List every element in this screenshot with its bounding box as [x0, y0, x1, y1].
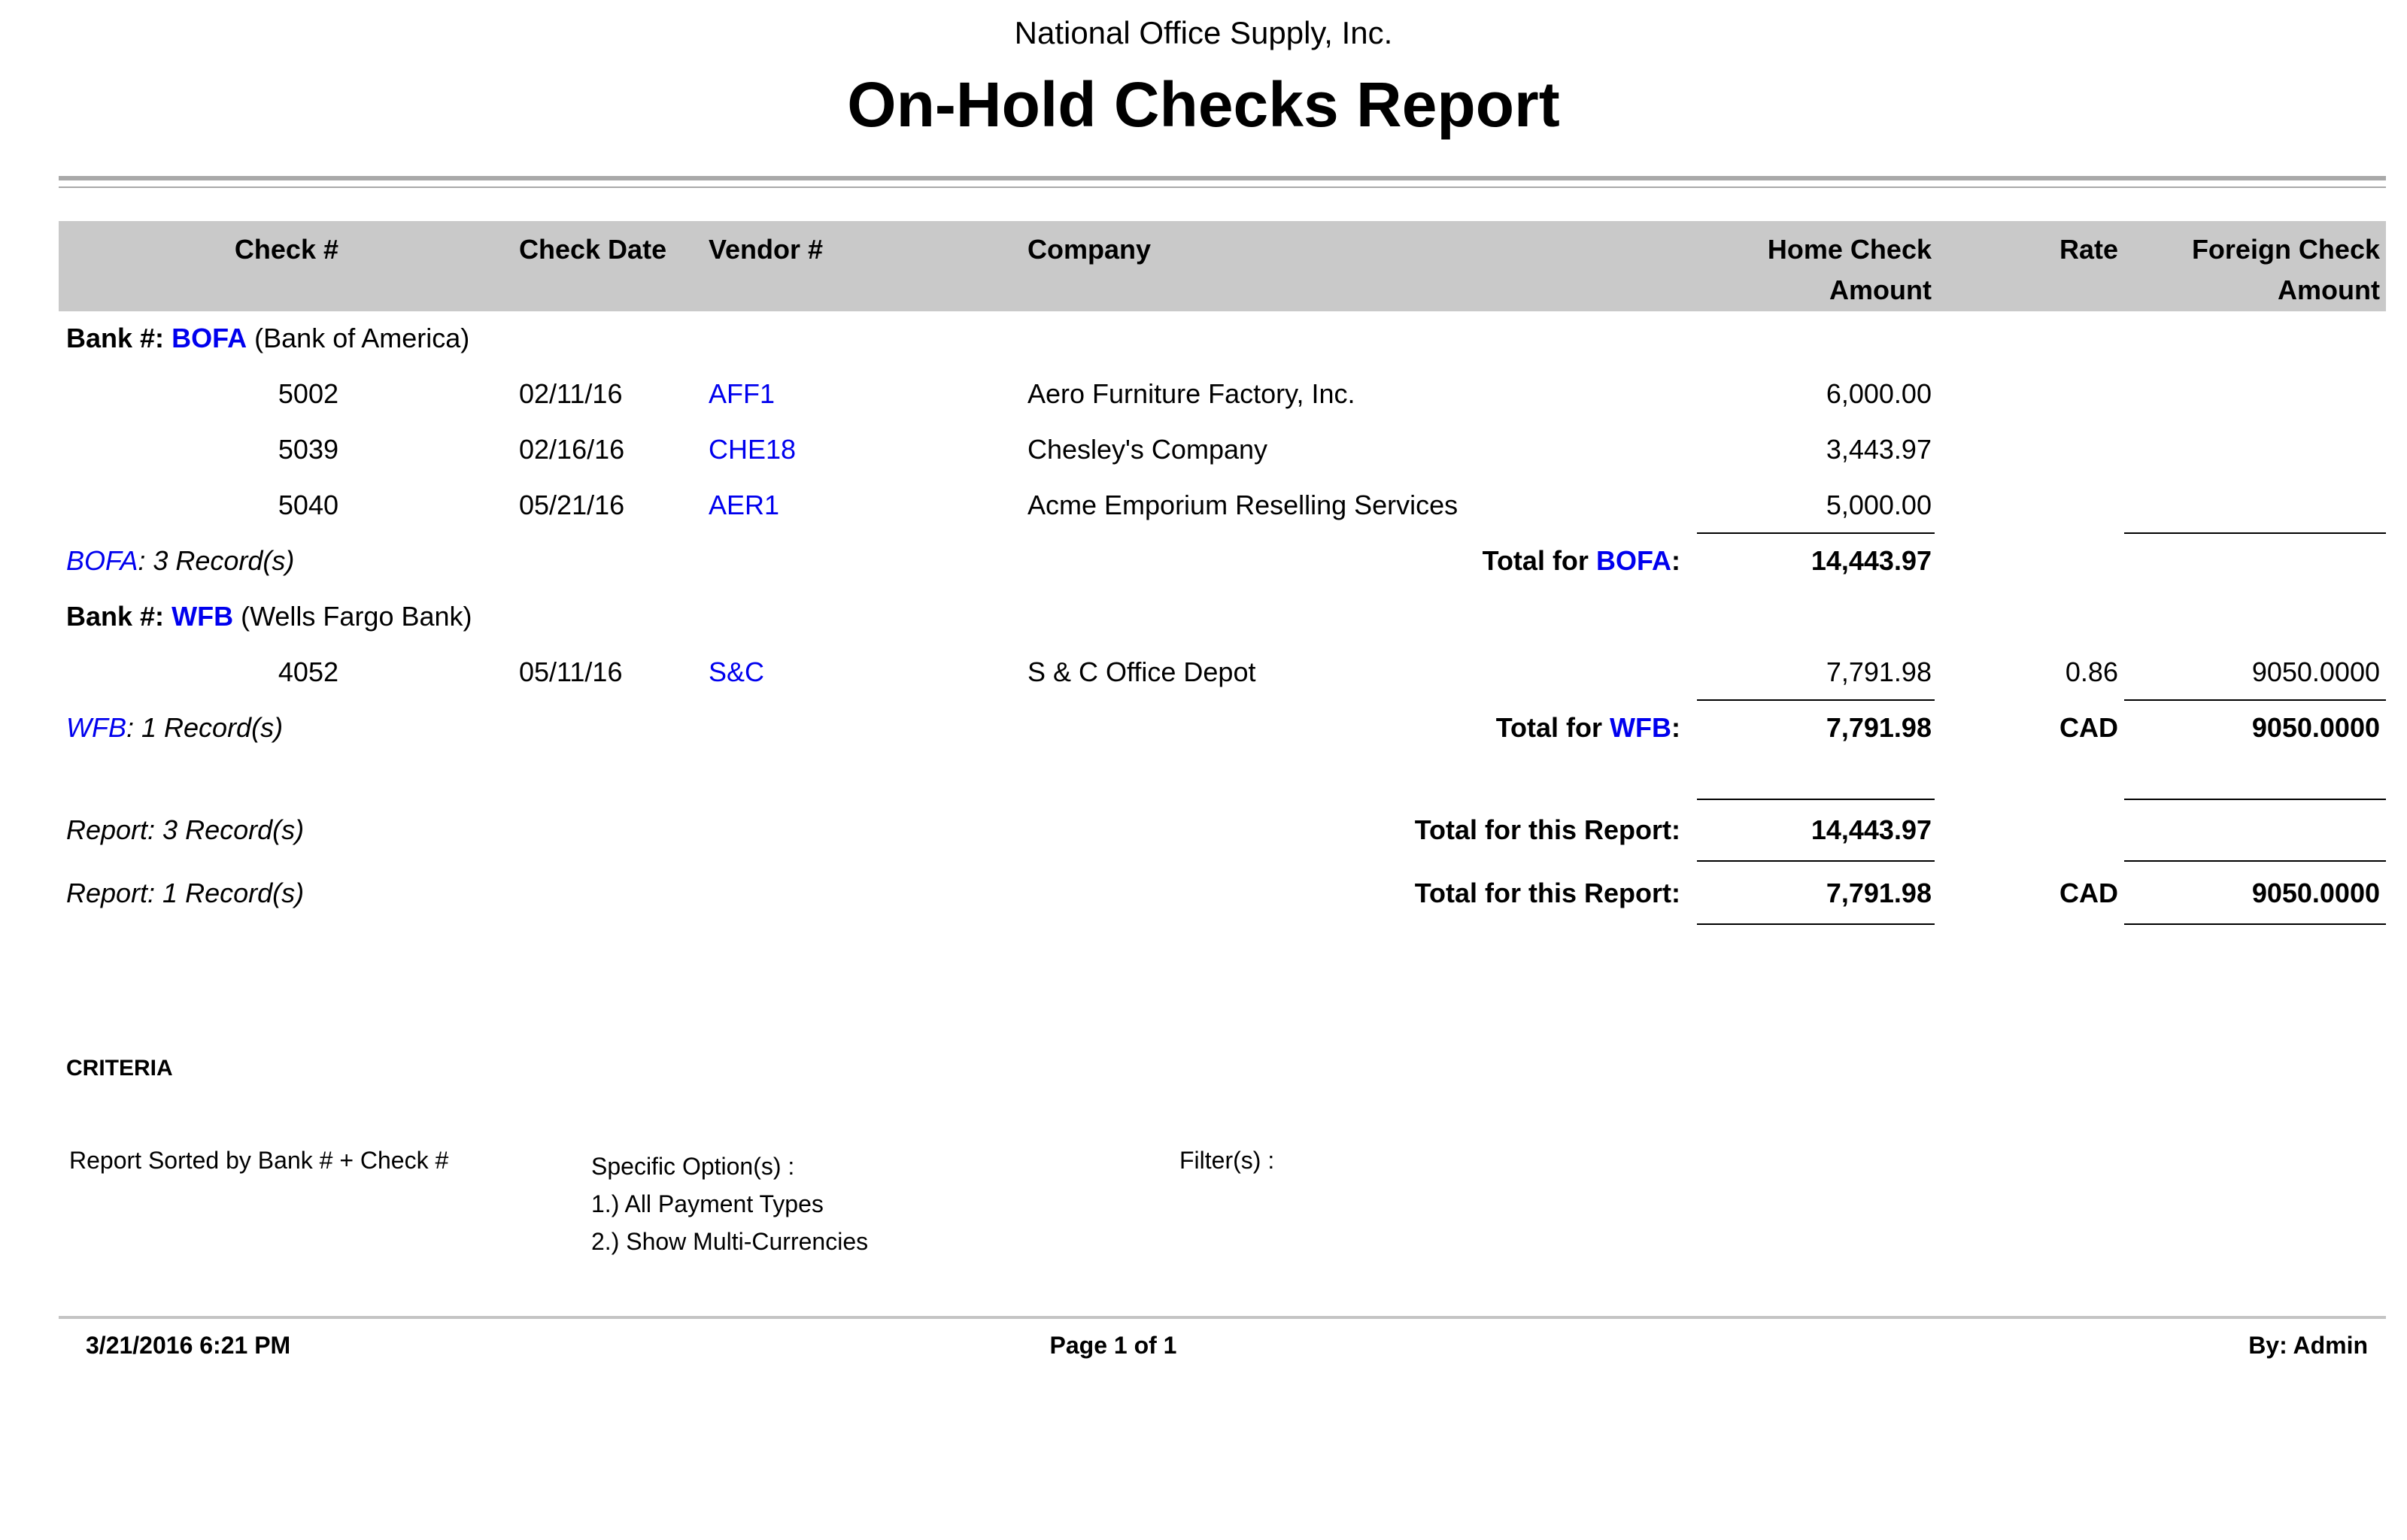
amount-underline [2124, 860, 2386, 862]
bank-label: Bank #: BOFA (Bank of America) [66, 311, 469, 367]
report-total-rate: CAD [2059, 878, 2118, 908]
footer-page-number: Page 1 of 1 [1049, 1334, 1177, 1360]
report-total-label: Total for this Report: [1414, 815, 1680, 845]
report-total-home-amount: 14,443.97 [1811, 815, 1932, 845]
bank-name: (Wells Fargo Bank) [241, 602, 472, 632]
column-header-band: Check # Check Date Vendor # Company Home… [59, 221, 2386, 311]
bank-total-rate: CAD [2059, 713, 2118, 743]
criteria-options: Specific Option(s) : 1.) All Payment Typ… [591, 1149, 868, 1262]
total-overline [1697, 799, 1935, 800]
bank-code-link[interactable]: BOFA [66, 546, 138, 576]
check-date-cell: 02/11/16 [519, 379, 623, 409]
column-header-company: Company [1027, 235, 1152, 265]
amount-underline [2124, 532, 2386, 534]
criteria-sorted-by: Report Sorted by Bank # + Check # [69, 1149, 449, 1175]
bank-code-link[interactable]: WFB [66, 713, 126, 743]
bank-total-foreign-amount: 9050.0000 [2251, 713, 2380, 743]
bank-name: (Bank of America) [254, 323, 470, 353]
company-name-cell: Chesley's Company [1027, 435, 1268, 465]
criteria-option: 2.) Show Multi-Currencies [591, 1230, 869, 1256]
column-header-rate: Rate [2059, 235, 2118, 265]
footer-author: By: Admin [2248, 1334, 2368, 1360]
home-amount-cell: 5,000.00 [1826, 490, 1932, 520]
total-overline [2124, 799, 2386, 800]
table-row: 5040 05/21/16 AER1 Acme Emporium Reselli… [0, 478, 2407, 534]
report-total-foreign-amount: 9050.0000 [2251, 878, 2380, 908]
bank-record-count: WFB: 1 Record(s) [66, 713, 284, 743]
report-title: On-Hold Checks Report [847, 69, 1560, 140]
bank-summary-row: WFB: 1 Record(s) Total for WFB: 7,791.98… [0, 701, 2407, 756]
column-header-check: Check # [234, 235, 338, 265]
amount-underline [2124, 923, 2386, 925]
bank-record-count: BOFA: 3 Record(s) [66, 546, 295, 576]
home-amount-cell: 7,791.98 [1826, 657, 1932, 687]
home-amount-cell: 6,000.00 [1826, 379, 1932, 409]
check-number-cell: 4052 [278, 657, 338, 687]
bank-group-header: Bank #: WFB (Wells Fargo Bank) [0, 590, 2407, 645]
check-number-cell: 5002 [278, 379, 338, 409]
column-header-vendor: Vendor # [709, 235, 824, 265]
foreign-amount-cell: 9050.0000 [2251, 657, 2380, 687]
table-row: 5039 02/16/16 CHE18 Chesley's Company 3,… [0, 423, 2407, 478]
table-row: 5002 02/11/16 AFF1 Aero Furniture Factor… [0, 367, 2407, 423]
column-header-check-date: Check Date [519, 235, 667, 265]
report-total-row: Report: 3 Record(s) Total for this Repor… [0, 799, 2407, 862]
bank-label-prefix: Bank #: [66, 323, 165, 353]
bank-code-link[interactable]: WFB [171, 602, 234, 632]
check-number-cell: 5039 [278, 435, 338, 465]
report-company-name: National Office Supply, Inc. [1014, 17, 1393, 51]
vendor-code-link[interactable]: AER1 [709, 490, 780, 520]
company-name-cell: S & C Office Depot [1027, 657, 1256, 687]
check-date-cell: 05/21/16 [519, 490, 625, 520]
report-total-row: Report: 1 Record(s) Total for this Repor… [0, 862, 2407, 925]
bank-total-label: Total for WFB: [1495, 713, 1680, 743]
vendor-code-link[interactable]: S&C [709, 657, 765, 687]
company-name-cell: Aero Furniture Factory, Inc. [1027, 379, 1355, 409]
bank-total-home-amount: 14,443.97 [1811, 546, 1932, 576]
amount-underline [1697, 923, 1935, 925]
bank-label: Bank #: WFB (Wells Fargo Bank) [66, 590, 472, 645]
spacer [0, 756, 2407, 799]
title-rule [59, 176, 2386, 188]
bank-label-prefix: Bank #: [66, 602, 165, 632]
report-body: Bank #: BOFA (Bank of America) 5002 02/1… [0, 311, 2407, 925]
bank-group-header: Bank #: BOFA (Bank of America) [0, 311, 2407, 367]
amount-underline [1697, 699, 1935, 701]
footer-timestamp: 3/21/2016 6:21 PM [86, 1334, 291, 1360]
criteria-option: 1.) All Payment Types [591, 1193, 824, 1218]
report-record-count: Report: 3 Record(s) [66, 815, 305, 845]
bank-code-link[interactable]: BOFA [171, 323, 247, 353]
company-name-cell: Acme Emporium Reselling Services [1027, 490, 1458, 520]
vendor-code-link[interactable]: CHE18 [709, 435, 797, 465]
bank-total-home-amount: 7,791.98 [1826, 713, 1932, 743]
column-header-home-check-amount: Home Check Amount [1767, 235, 1932, 305]
home-amount-cell: 3,443.97 [1826, 435, 1932, 465]
check-date-cell: 02/16/16 [519, 435, 625, 465]
vendor-code-link[interactable]: AFF1 [709, 379, 776, 409]
bank-code-link[interactable]: WFB [1610, 713, 1671, 743]
bank-summary-row: BOFA: 3 Record(s) Total for BOFA: 14,443… [0, 534, 2407, 590]
amount-underline [2124, 699, 2386, 701]
footer-rule [59, 1316, 2386, 1319]
column-header-foreign-check-amount: Foreign Check Amount [2191, 235, 2380, 305]
criteria-options-label: Specific Option(s) : [591, 1155, 795, 1181]
rate-cell: 0.86 [2065, 657, 2118, 687]
report-total-label: Total for this Report: [1414, 878, 1680, 908]
check-number-cell: 5040 [278, 490, 338, 520]
table-row: 4052 05/11/16 S&C S & C Office Depot 7,7… [0, 645, 2407, 701]
report-record-count: Report: 1 Record(s) [66, 878, 305, 908]
report-total-home-amount: 7,791.98 [1826, 878, 1932, 908]
check-date-cell: 05/11/16 [519, 657, 623, 687]
amount-underline [1697, 532, 1935, 534]
amount-underline [1697, 860, 1935, 862]
bank-code-link[interactable]: BOFA [1595, 546, 1671, 576]
criteria-filters-label: Filter(s) : [1179, 1149, 1275, 1175]
criteria-heading: CRITERIA [66, 1056, 173, 1081]
bank-total-label: Total for BOFA: [1482, 546, 1680, 576]
